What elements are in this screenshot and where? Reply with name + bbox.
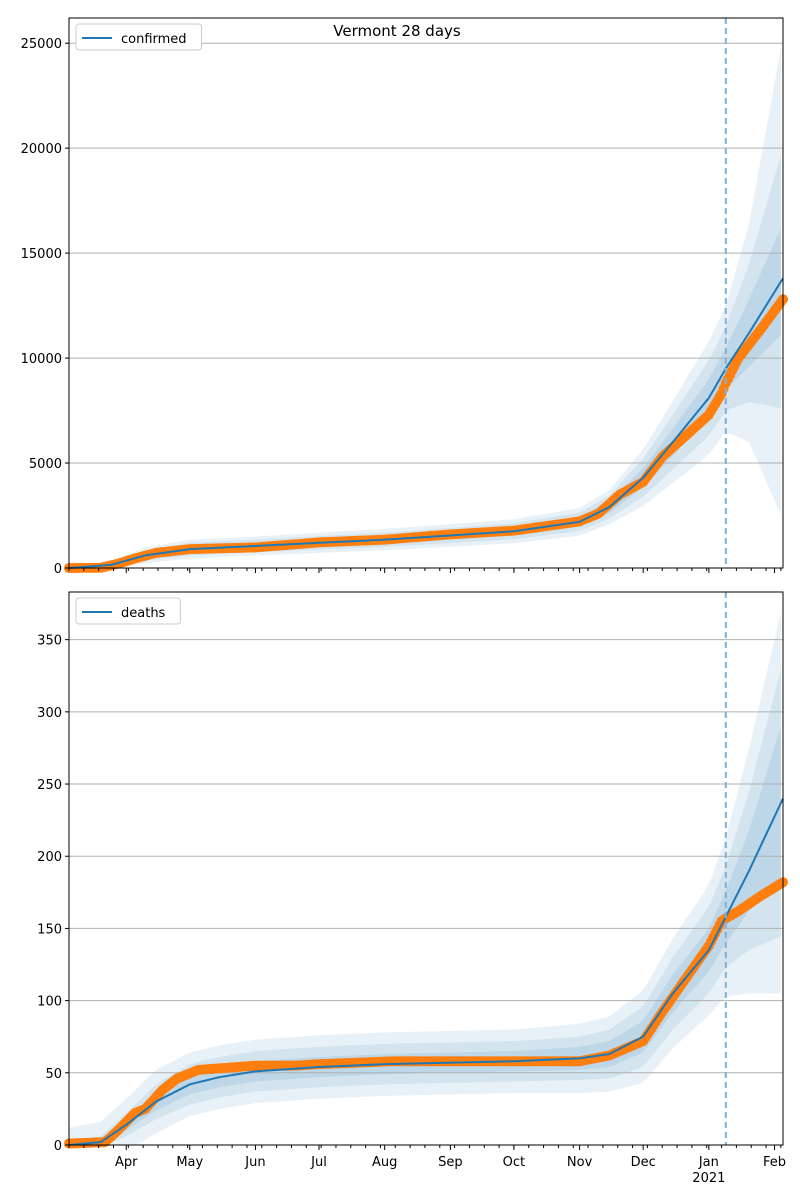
x-tick-label: Sep [438, 1155, 463, 1170]
confirmed-legend-box [75, 23, 203, 51]
deaths-model-line [68, 798, 784, 1146]
y-tick-label: 200 [37, 850, 62, 865]
x-tick-label: Nov [567, 1155, 593, 1170]
y-tick-label: 300 [37, 706, 62, 721]
y-tick-label: 350 [37, 634, 62, 649]
x-tick-label: Jul [310, 1155, 327, 1170]
confirmed-legend: confirmed [75, 23, 203, 51]
y-tick-label: 0 [54, 562, 62, 577]
x-tick-label: May [176, 1155, 203, 1170]
confirmed-uncertainty-bands [69, 48, 781, 569]
x-tick-label: Oct [503, 1155, 525, 1170]
y-tick-label: 150 [37, 922, 62, 937]
x-tick-label: Jun [244, 1155, 265, 1170]
confirmed-model-line [68, 277, 784, 569]
deaths-legend-label: deaths [121, 606, 166, 621]
x-tick-label: Feb [763, 1155, 786, 1170]
uncertainty-band-1 [69, 612, 781, 1145]
uncertainty-band-2 [69, 155, 781, 568]
x-tick-label: Jan [698, 1155, 719, 1170]
x-tick-label: Dec [631, 1155, 656, 1170]
x-tick-label: Aug [372, 1155, 397, 1170]
y-tick-label: 10000 [21, 352, 62, 367]
confirmed-axes-frame [68, 17, 784, 569]
x-tick-label: Apr [115, 1155, 138, 1170]
deaths-legend: deaths [75, 597, 181, 625]
deaths-axes-frame [68, 591, 784, 1146]
confirmed-y-axis: 0 5000 10000 15000 20000 25000 [21, 37, 69, 577]
y-tick-label: 5000 [29, 457, 62, 472]
deaths-gridlines [69, 639, 783, 1074]
x-year-label: 2021 [692, 1171, 725, 1186]
uncertainty-band-2 [69, 669, 781, 1145]
deaths-legend-box [75, 597, 181, 625]
confirmed-legend-label: confirmed [121, 32, 187, 47]
uncertainty-band-3 [69, 228, 781, 568]
y-tick-label: 0 [54, 1139, 62, 1154]
uncertainty-band-1 [69, 48, 781, 569]
deaths-panel: 0 50 100 150 200 250 300 350 Apr May Jun Jul Aug Sep… [37, 591, 788, 1186]
y-tick-label: 100 [37, 995, 62, 1010]
deaths-y-axis: 0 50 100 150 200 250 300 350 [37, 634, 69, 1154]
y-tick-label: 50 [45, 1067, 62, 1082]
y-tick-label: 250 [37, 778, 62, 793]
y-tick-label: 20000 [21, 142, 62, 157]
confirmed-x-axis [68, 568, 782, 573]
y-tick-label: 15000 [21, 247, 62, 262]
confirmed-panel: 0 5000 10000 15000 20000 25000 confirmed [21, 17, 788, 577]
y-tick-label: 25000 [21, 37, 62, 52]
chart-title: Vermont 28 days [333, 22, 461, 40]
